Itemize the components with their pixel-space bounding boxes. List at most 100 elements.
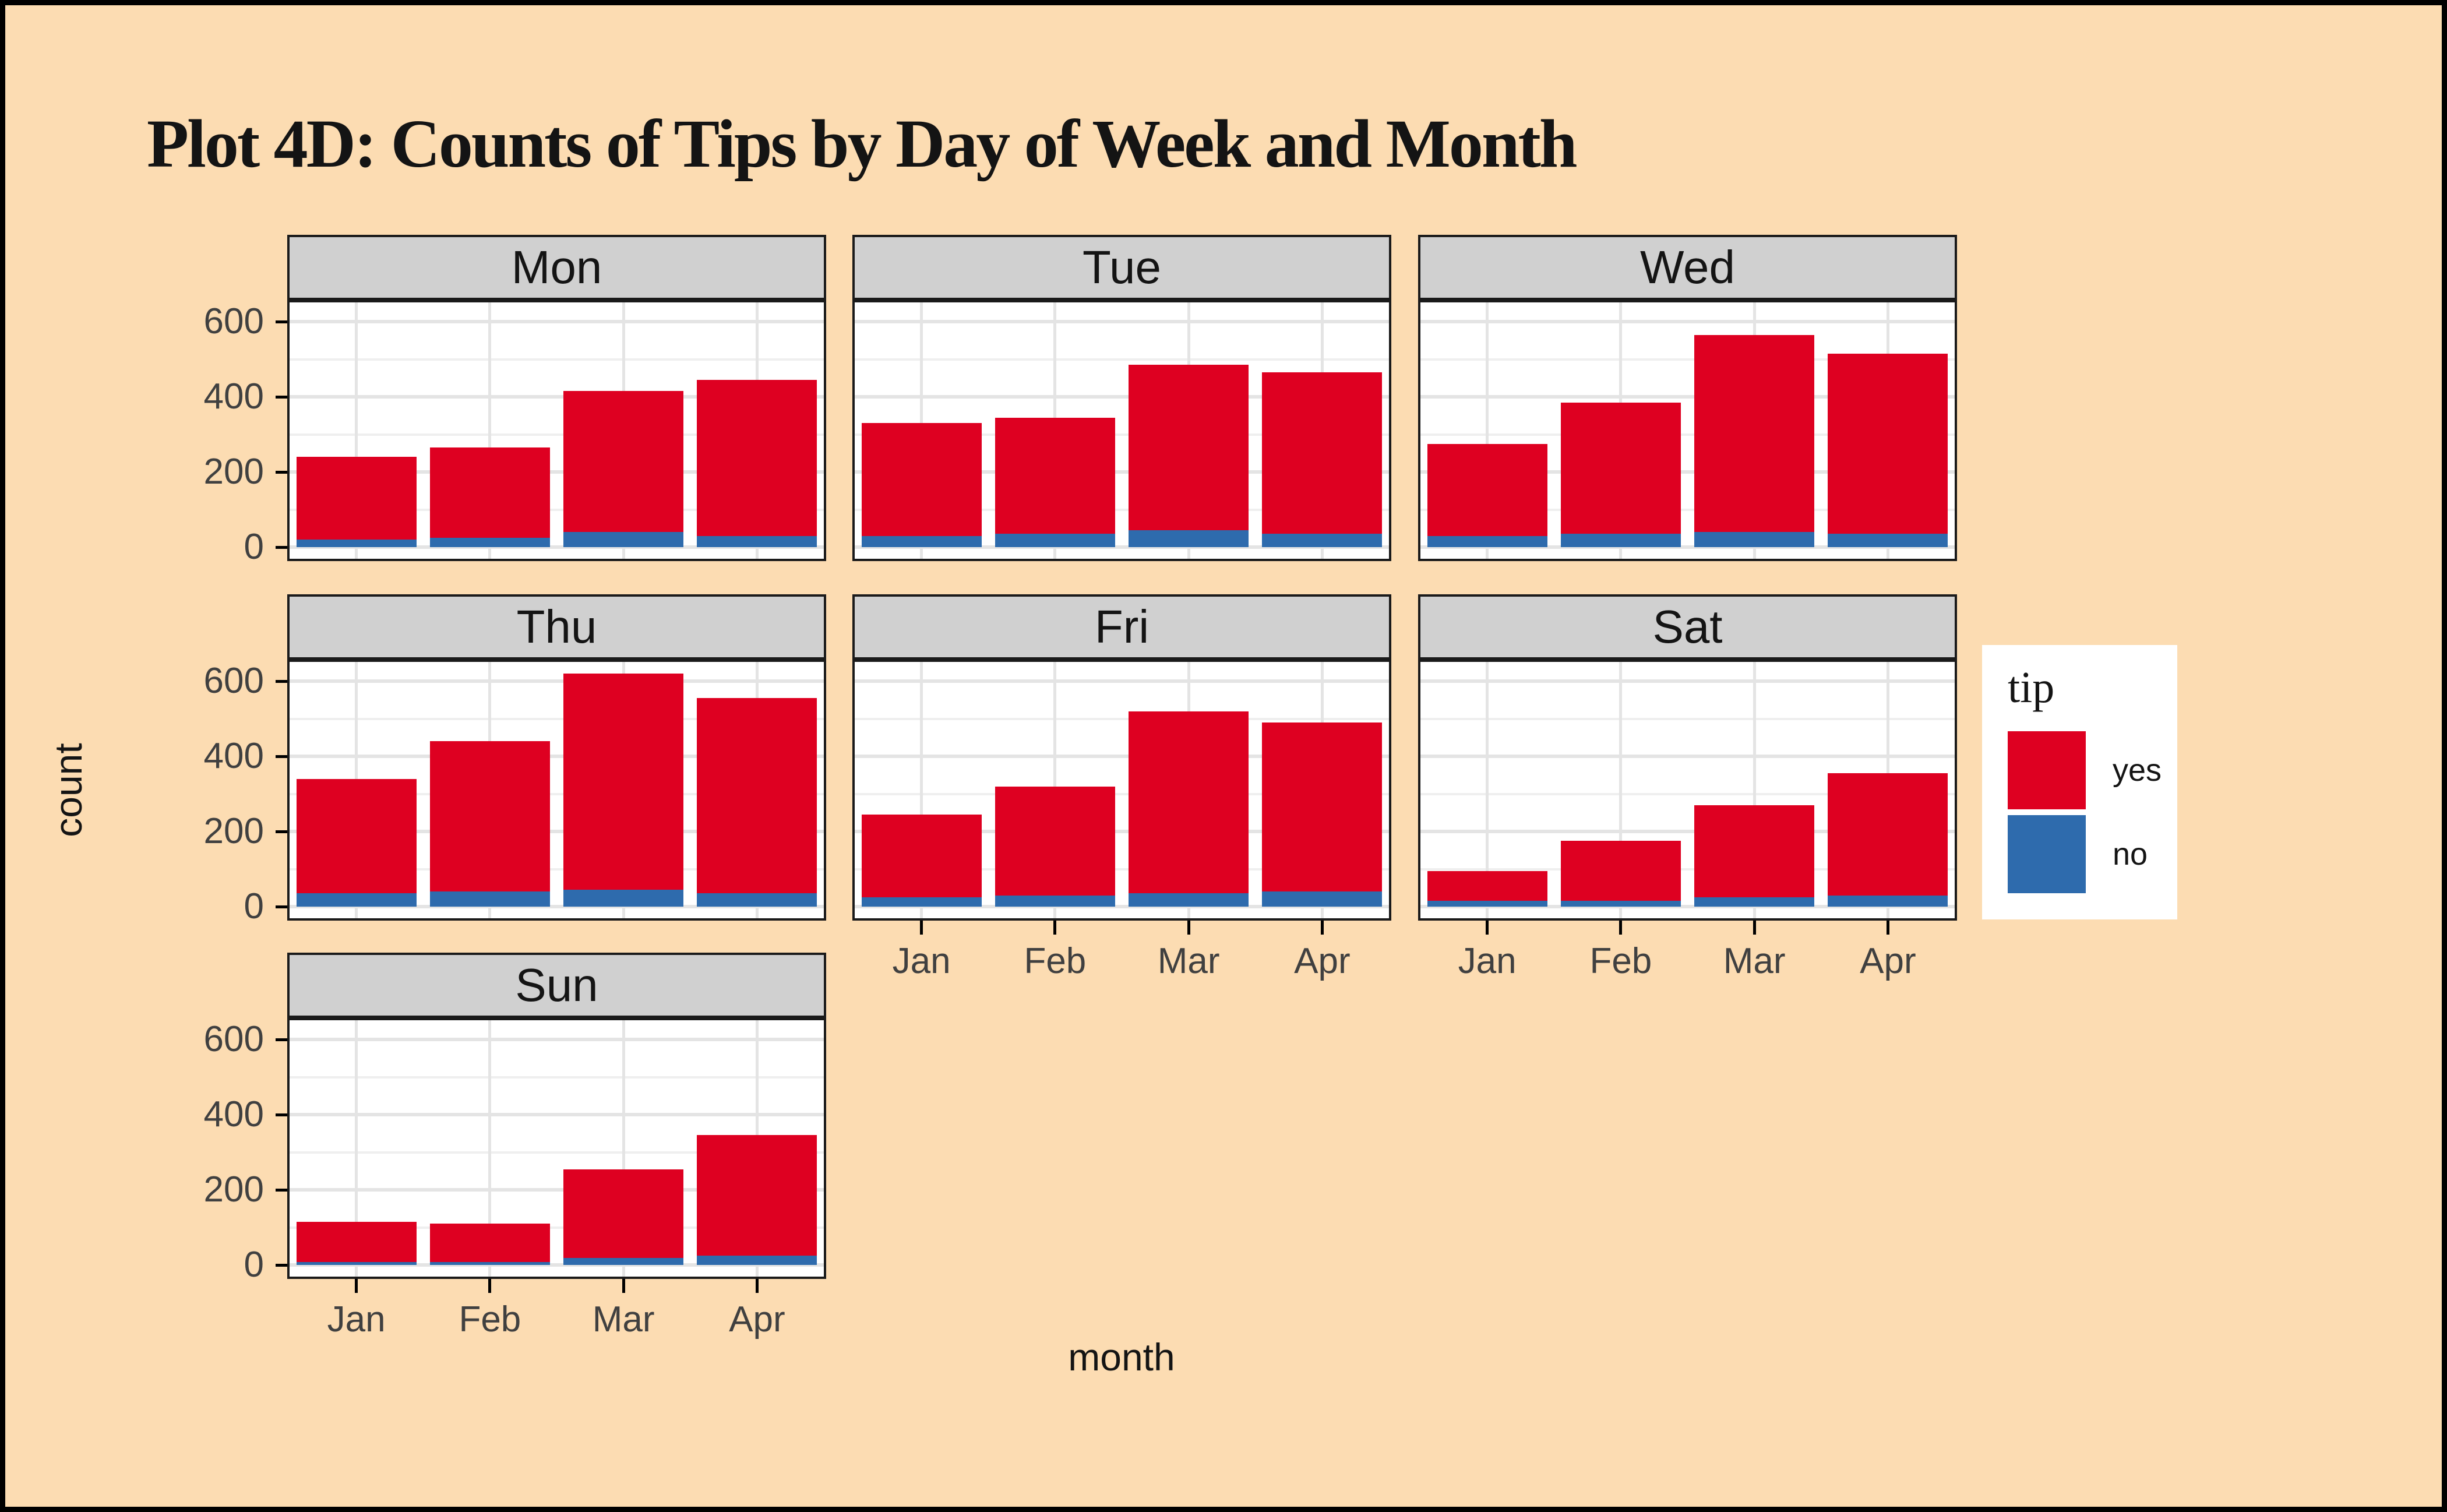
gridline-minor-h <box>855 792 1389 795</box>
y-tick-mark <box>276 905 287 908</box>
bar-wed-jan-yes <box>1427 443 1547 536</box>
x-tick-mark <box>1619 921 1623 935</box>
facet-panel-sun: 0 200 400 600 Jan Feb Mar Apr <box>204 1018 826 1340</box>
facet-panel-thu: 0 200 400 600 <box>204 660 826 926</box>
gridline-minor-h <box>1420 717 1955 720</box>
gridline-major-h <box>290 755 824 758</box>
y-tick-label: 200 <box>203 811 264 851</box>
bar-mon-feb-no <box>429 537 550 547</box>
gridline-major-h <box>1420 830 1955 833</box>
x-tick-label: Mar <box>1157 941 1220 981</box>
gridline-major-h <box>1420 679 1955 683</box>
bar-mon-apr-no <box>697 535 817 547</box>
x-tick-label: Apr <box>1860 941 1916 981</box>
bar-thu-apr-yes <box>697 698 817 894</box>
gridline-major-h <box>855 679 1389 683</box>
bar-sat-mar-no <box>1694 897 1815 907</box>
facet-strip-label-fri: Fri <box>1094 601 1150 653</box>
gridline-minor-h <box>290 433 824 436</box>
facet-strip-fri: Fri <box>852 594 1391 660</box>
bar-tue-mar-yes <box>1129 365 1249 530</box>
bar-tue-apr-yes <box>1262 372 1383 534</box>
y-tick-label: 600 <box>203 661 264 701</box>
gridline-major-h <box>290 470 824 474</box>
gridline-major-h <box>290 1113 824 1116</box>
bar-mon-jan-yes <box>296 457 417 540</box>
facet-panel-sat: Jan Feb Mar Apr <box>1418 660 1957 981</box>
bar-mon-mar-yes <box>563 391 684 533</box>
bar-thu-mar-yes <box>563 674 684 890</box>
gridline-minor-h <box>855 717 1389 720</box>
facet-panel-wed <box>1418 300 1957 561</box>
gridline-major-h <box>290 1038 824 1041</box>
x-tick-label: Apr <box>729 1299 785 1340</box>
gridline-major-h <box>290 545 824 549</box>
y-tick-mark <box>276 1113 287 1116</box>
facet-strip-label-tue: Tue <box>1083 241 1161 293</box>
bar-sat-feb-no <box>1560 901 1681 907</box>
x-tick-mark <box>1187 921 1190 935</box>
bar-thu-feb-yes <box>429 741 550 892</box>
gridline-major-h <box>290 830 824 833</box>
gridline-major-h <box>855 395 1389 399</box>
bar-mon-apr-yes <box>697 379 817 536</box>
gridline-minor-h <box>1420 358 1955 361</box>
y-tick-label: 200 <box>203 1169 264 1210</box>
x-tick-label: Feb <box>1589 941 1652 981</box>
bar-fri-mar-yes <box>1129 711 1249 894</box>
bar-sun-jan-no <box>296 1261 417 1265</box>
facet-strip-mon: Mon <box>287 235 826 300</box>
y-tick-mark <box>276 1263 287 1267</box>
facet-strip-label-wed: Wed <box>1639 241 1736 293</box>
bar-sat-jan-yes <box>1427 870 1547 901</box>
bar-wed-apr-yes <box>1828 353 1948 534</box>
legend-title: tip <box>2008 663 2055 712</box>
y-tick-label: 400 <box>203 736 264 776</box>
gridline-major-h <box>855 545 1389 549</box>
bar-sat-apr-yes <box>1828 773 1948 896</box>
x-tick-mark <box>1053 921 1057 935</box>
gridline-major-h <box>855 470 1389 474</box>
x-tick-label: Jan <box>892 941 951 981</box>
bar-thu-jan-no <box>296 893 417 907</box>
bar-sun-mar-no <box>563 1258 684 1265</box>
gridline-minor-h <box>290 358 824 361</box>
y-tick-label: 400 <box>203 1094 264 1134</box>
facet-panel-tue <box>852 300 1391 561</box>
facet-strip-sat: Sat <box>1418 594 1957 660</box>
bar-wed-feb-yes <box>1560 402 1681 534</box>
gridline-minor-h <box>290 792 824 795</box>
gridline-major-h <box>855 755 1389 758</box>
bar-thu-mar-no <box>563 889 684 907</box>
y-tick-label: 0 <box>244 1245 264 1285</box>
bar-sun-apr-yes <box>697 1135 817 1256</box>
x-tick-mark <box>488 1279 492 1293</box>
gridline-major-h <box>855 830 1389 833</box>
bar-wed-jan-no <box>1427 535 1547 547</box>
x-tick-label: Feb <box>1024 941 1087 981</box>
x-tick-mark <box>755 1279 759 1293</box>
gridline-minor-h <box>290 868 824 870</box>
y-tick-label: 400 <box>203 376 264 417</box>
bar-wed-mar-yes <box>1694 334 1815 533</box>
gridline-major-h <box>855 905 1389 908</box>
y-tick-mark <box>276 545 287 549</box>
x-tick-mark <box>1753 921 1756 935</box>
gridline-minor-h <box>290 1076 824 1079</box>
gridline-minor-h <box>290 1226 824 1229</box>
bar-wed-feb-no <box>1560 534 1681 547</box>
bar-tue-mar-no <box>1129 530 1249 547</box>
y-tick-mark <box>276 1038 287 1041</box>
bar-fri-feb-yes <box>995 786 1115 896</box>
facet-strip-thu: Thu <box>287 594 826 660</box>
legend-swatch-no-icon <box>2008 815 2086 893</box>
x-tick-mark <box>355 1279 358 1293</box>
gridline-major-h <box>1420 395 1955 399</box>
x-tick-label: Mar <box>592 1299 655 1340</box>
bar-thu-apr-no <box>697 893 817 907</box>
gridline-major-h <box>290 905 824 908</box>
gridline-major-h <box>290 1263 824 1267</box>
x-tick-label: Jan <box>1458 941 1517 981</box>
facet-panel-fri: Jan Feb Mar Apr <box>852 660 1391 981</box>
